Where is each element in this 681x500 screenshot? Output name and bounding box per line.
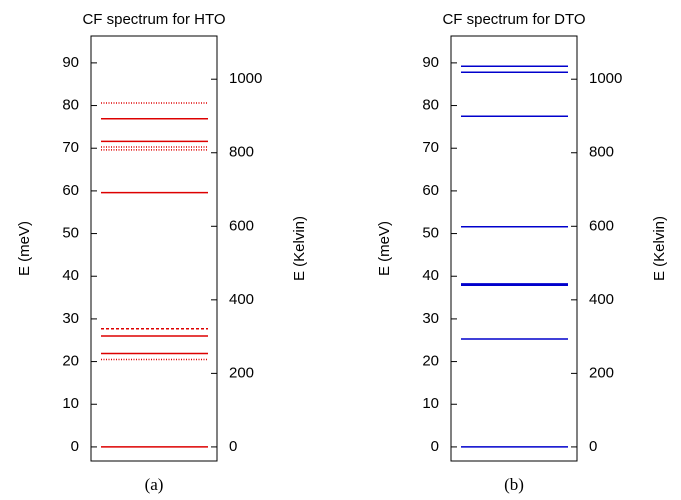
y-tick-label: 80 <box>422 97 439 114</box>
y-tick-label: 30 <box>62 310 79 327</box>
y-tick-label: 80 <box>62 97 79 114</box>
y-tick-label: 60 <box>62 182 79 199</box>
panel-title: CF spectrum for HTO <box>82 11 225 28</box>
y-tick-label: 90 <box>422 54 439 71</box>
panel-title: CF spectrum for DTO <box>442 11 585 28</box>
y-tick-label: 10 <box>62 395 79 412</box>
plot-frame <box>90 35 218 462</box>
plot-frame <box>450 35 578 462</box>
y-tick-label: 20 <box>62 353 79 370</box>
y2-tick-label: 600 <box>229 217 254 234</box>
y2-tick-label: 400 <box>229 291 254 308</box>
y2-tick-label: 800 <box>229 144 254 161</box>
y-tick-label: 0 <box>71 438 79 455</box>
y2-axis-label: E (Kelvin) <box>651 216 668 281</box>
y-axis-label: E (meV) <box>376 221 393 276</box>
y2-tick-label: 800 <box>589 144 614 161</box>
y-axis-label: E (meV) <box>16 221 33 276</box>
y-tick-label: 10 <box>422 395 439 412</box>
y2-tick-label: 600 <box>589 217 614 234</box>
caption: (b) <box>504 475 524 494</box>
y-tick-label: 30 <box>422 310 439 327</box>
y-tick-label: 60 <box>422 182 439 199</box>
y-tick-label: 50 <box>422 225 439 242</box>
y-tick-label: 40 <box>422 267 439 284</box>
y2-axis-label: E (Kelvin) <box>291 216 308 281</box>
y-tick-label: 90 <box>62 54 79 71</box>
caption: (a) <box>145 475 164 494</box>
y2-tick-label: 1000 <box>589 70 622 87</box>
y-tick-label: 0 <box>431 438 439 455</box>
y2-tick-label: 0 <box>229 438 237 455</box>
y2-tick-label: 1000 <box>229 70 262 87</box>
y-tick-label: 20 <box>422 353 439 370</box>
y2-tick-label: 400 <box>589 291 614 308</box>
y-tick-label: 40 <box>62 267 79 284</box>
y-tick-label: 70 <box>422 139 439 156</box>
y2-tick-label: 200 <box>229 364 254 381</box>
y-tick-label: 70 <box>62 139 79 156</box>
y2-tick-label: 200 <box>589 364 614 381</box>
y2-tick-label: 0 <box>589 438 597 455</box>
y-tick-label: 50 <box>62 225 79 242</box>
